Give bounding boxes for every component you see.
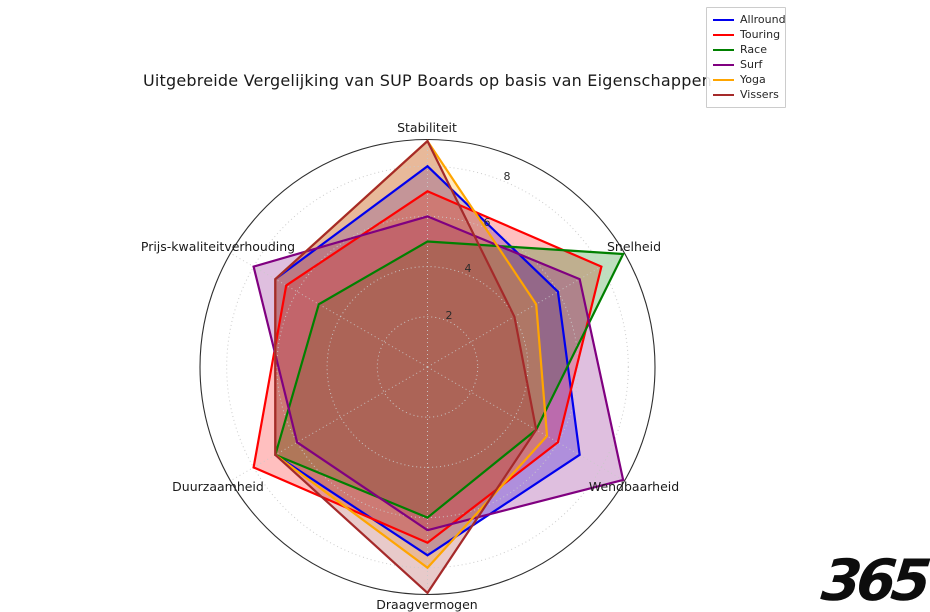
legend-swatch-vissers [713,93,734,96]
axis-label-duurzaamheid: Duurzaamheid [172,479,264,494]
watermark-365-logo: 365 [818,548,930,612]
legend-swatch-race [713,48,734,51]
legend-label: Surf [740,58,763,71]
legend-label: Yoga [740,73,766,86]
radar-fill-vissers [275,141,537,593]
chart-title: Uitgebreide Vergelijking van SUP Boards … [143,71,712,90]
legend-item-touring: Touring [713,27,781,42]
legend-items: Allround Touring Race Surf Yoga Vissers [713,12,786,102]
legend-swatch-touring [713,33,734,36]
legend-item-yoga: Yoga [713,72,779,87]
rtick-2: 2 [446,309,453,322]
radial-gridline-8 [226,165,629,569]
rtick-6: 6 [484,216,491,229]
axis-label-stabiliteit: Stabiliteit [397,120,457,135]
legend: Allround Touring Race Surf Yoga Vissers [706,7,786,108]
series-outlines [252,139,625,595]
legend-item-allround: Allround [713,12,786,27]
radar-outline-touring [252,190,603,544]
axis-labels: Stabiliteit Snelheid Wendbaarheid Draagv… [141,120,679,612]
rtick-8: 8 [504,170,511,183]
radar-outline-vissers [274,139,538,595]
axis-label-snelheid: Snelheid [607,239,661,254]
legend-label: Touring [740,28,781,41]
axis-label-draagvermogen: Draagvermogen [376,597,477,612]
outer-circle [199,138,656,596]
legend-label: Race [740,43,767,56]
legend-label: Allround [740,13,786,26]
radar-fill-allround [275,166,580,556]
radial-gridline-2 [376,316,479,418]
axis-label-wendbaarheid: Wendbaarheid [589,479,679,494]
legend-swatch-yoga [713,78,734,81]
legend-swatch-surf [713,63,734,66]
radar-outline-surf [252,215,625,532]
axis-label-prijs-kwaliteitverhouding: Prijs-kwaliteitverhouding [141,239,295,254]
legend-item-surf: Surf [713,57,779,72]
radial-tick-labels: 2 4 6 8 [446,170,511,322]
radar-outline-race [274,240,625,519]
legend-item-vissers: Vissers [713,87,779,102]
legend-item-race: Race [713,42,779,57]
rtick-4: 4 [465,262,472,275]
legend-swatch-allround [713,18,734,21]
legend-label: Vissers [740,88,779,101]
